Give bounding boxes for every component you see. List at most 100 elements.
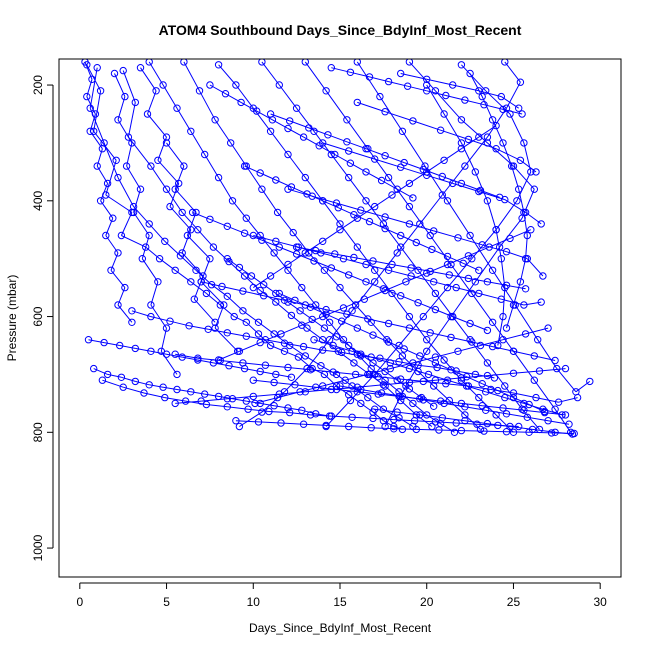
data-point (324, 131, 332, 139)
data-point (197, 397, 205, 405)
data-point (586, 377, 594, 386)
data-point (287, 183, 296, 191)
series-line-segment (532, 428, 556, 433)
data-point (223, 292, 232, 300)
series-line-segment (509, 229, 531, 239)
series-line-segment (535, 397, 559, 403)
data-point (509, 393, 518, 402)
series-line-segment (447, 200, 471, 236)
x-axis: 0 5 10 15 20 25 30 (76, 582, 607, 609)
data-point (499, 105, 507, 114)
data-point (119, 66, 127, 75)
data-point (161, 393, 169, 402)
profile-series (119, 66, 436, 431)
data-point (443, 260, 452, 269)
data-point (499, 336, 507, 344)
data-point (345, 341, 353, 350)
profile-series (251, 324, 552, 408)
data-point (414, 299, 422, 307)
data-point (423, 81, 431, 89)
data-point (195, 87, 204, 95)
profile-series (214, 61, 518, 436)
data-point (201, 150, 209, 159)
data-point (171, 350, 179, 358)
data-point (362, 145, 370, 153)
data-point (405, 202, 414, 211)
series-line-segment (126, 165, 141, 190)
data-point (388, 260, 396, 269)
data-point (272, 176, 280, 184)
series-line-segment (360, 353, 374, 364)
data-point (457, 145, 466, 153)
series-line-segment (228, 365, 245, 370)
series-line-segment (141, 258, 159, 283)
series-line-segment (364, 290, 386, 300)
series-line-segment (193, 298, 216, 323)
data-point (501, 382, 509, 390)
data-point (180, 59, 188, 66)
data-point (501, 59, 509, 66)
series-line-segment (305, 389, 332, 393)
data-point (520, 208, 528, 217)
series-line-segment (525, 235, 528, 259)
profile-series (249, 121, 500, 292)
series-line-segment (456, 287, 479, 294)
data-point (567, 428, 575, 436)
data-point (348, 307, 356, 315)
data-point (162, 139, 171, 147)
series-line-segment (371, 427, 394, 430)
data-point (256, 169, 264, 177)
data-point (551, 428, 559, 436)
data-point (327, 264, 335, 272)
series-line-segment (360, 402, 374, 413)
data-point (520, 399, 528, 408)
data-point (423, 269, 431, 277)
data-point (287, 373, 296, 381)
data-point (296, 307, 304, 315)
profile-series (397, 69, 523, 112)
data-point (98, 145, 107, 153)
series-line-segment (405, 272, 427, 283)
series-line-segment (126, 142, 133, 167)
data-point (96, 87, 105, 95)
data-point (317, 362, 325, 370)
series-line-segment (390, 362, 414, 370)
data-point (515, 104, 523, 112)
data-point (400, 345, 408, 353)
data-point (223, 403, 232, 411)
data-point (419, 312, 427, 321)
series-line-segment (135, 347, 151, 352)
data-point (488, 266, 497, 274)
data-point (530, 352, 538, 360)
series-line-segment (204, 393, 219, 397)
series-line-segment (176, 107, 192, 132)
data-point (447, 366, 455, 374)
data-point (440, 356, 448, 364)
series-line-segment (443, 113, 462, 144)
series-line-segment (120, 212, 133, 236)
data-point (240, 229, 249, 237)
series-line-segment (502, 287, 506, 317)
data-point (516, 278, 525, 286)
data-point (254, 318, 263, 326)
series-line-segment (310, 369, 334, 373)
series-line-segment (181, 252, 204, 277)
series-line-segment (374, 252, 398, 283)
series-line-segment (117, 96, 126, 120)
data-point (298, 321, 306, 329)
data-point (488, 318, 497, 326)
series-line-segment (408, 316, 428, 340)
data-point (374, 390, 382, 398)
data-point (119, 383, 127, 391)
data-point (232, 417, 240, 425)
data-point (381, 152, 389, 160)
series-line-segment (409, 223, 434, 232)
series-line-segment (260, 333, 282, 344)
data-point (272, 237, 280, 246)
series-line-segment (489, 237, 511, 248)
data-point (365, 217, 374, 226)
data-point (462, 382, 471, 390)
data-point (461, 417, 469, 425)
series-line-segment (396, 223, 421, 254)
